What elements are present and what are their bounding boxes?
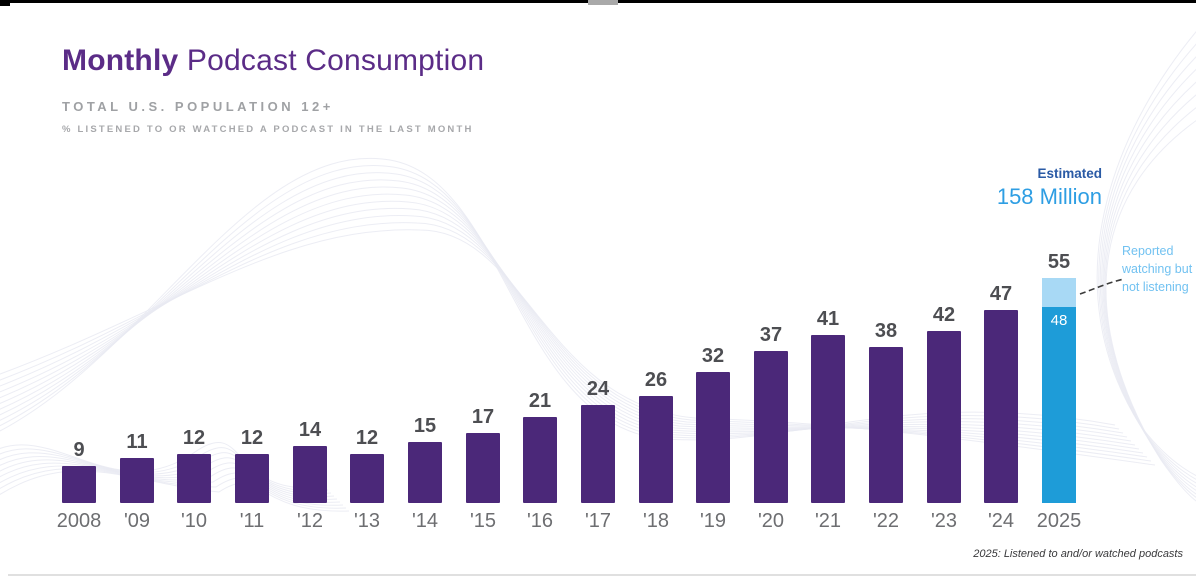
x-axis-label: '17 <box>584 510 612 532</box>
bar-value-label: 11 <box>126 431 148 453</box>
top-border-corner <box>0 0 10 6</box>
chart-header: Monthly Podcast Consumption TOTAL U.S. P… <box>62 44 484 135</box>
bar-12 <box>293 446 327 503</box>
x-axis-label: '23 <box>930 510 958 532</box>
bar-value-label: 42 <box>932 304 956 326</box>
x-axis-label: 2025 <box>1036 510 1082 532</box>
bar-23 <box>927 331 961 503</box>
x-axis-label: '12 <box>296 510 324 532</box>
estimated-label: Estimated <box>1037 166 1102 181</box>
x-axis-label: '09 <box>123 510 151 532</box>
x-axis-label: '22 <box>872 510 900 532</box>
bar-value-label: 32 <box>701 345 725 367</box>
watching-not-listening-note: Reported watching but not listening <box>1122 244 1193 295</box>
bar-21 <box>811 335 845 503</box>
x-axis-label: '18 <box>642 510 670 532</box>
bar-18 <box>639 396 673 503</box>
x-axis-label: '19 <box>699 510 727 532</box>
bar-09 <box>120 458 154 503</box>
page-title: Monthly Podcast Consumption <box>62 44 484 77</box>
x-axis-label: '16 <box>526 510 554 532</box>
x-axis-label: '14 <box>411 510 439 532</box>
bar-value-label: 55 <box>1047 251 1071 273</box>
bar-value-label: 38 <box>874 320 898 342</box>
bar-value-label: 24 <box>586 378 610 400</box>
x-axis-label: 2008 <box>56 510 102 532</box>
annotation-connector-line <box>1079 278 1125 295</box>
bar-2025-inner-value-label: 48 <box>1050 312 1068 329</box>
bar-2008 <box>62 466 96 503</box>
x-axis-label: '13 <box>353 510 381 532</box>
x-axis-label: '15 <box>469 510 497 532</box>
chart-footnote: 2025: Listened to and/or watched podcast… <box>973 548 1183 560</box>
bar-19 <box>696 372 730 503</box>
estimated-audience-annotation: Estimated 158 Million <box>997 166 1102 210</box>
bar-16 <box>523 417 557 503</box>
bar-value-label: 41 <box>816 308 840 330</box>
bar-20 <box>754 351 788 503</box>
bar-15 <box>466 433 500 503</box>
chart-subtitle: TOTAL U.S. POPULATION 12+ <box>62 99 334 114</box>
bar-value-label: 12 <box>182 427 206 449</box>
bar-value-label: 9 <box>73 439 85 461</box>
bar-2025-listened-segment: 48 <box>1042 307 1076 503</box>
page-title-rest: Podcast Consumption <box>178 44 485 77</box>
bar-value-label: 26 <box>644 369 668 391</box>
x-axis-label: '20 <box>757 510 785 532</box>
x-axis-label: '11 <box>239 510 265 532</box>
bar-value-label: 37 <box>759 324 783 346</box>
bar-14 <box>408 442 442 503</box>
chart-description: % LISTENED TO OR WATCHED A PODCAST IN TH… <box>62 124 474 135</box>
bar-value-label: 12 <box>240 427 264 449</box>
x-axis-label: '10 <box>180 510 208 532</box>
x-axis-label: '24 <box>987 510 1015 532</box>
bar-22 <box>869 347 903 503</box>
bar-10 <box>177 454 211 503</box>
bar-value-label: 12 <box>355 427 379 449</box>
bar-value-label: 17 <box>471 406 495 428</box>
bar-value-label: 21 <box>528 390 552 412</box>
bar-value-label: 15 <box>413 415 437 437</box>
bar-13 <box>350 454 384 503</box>
bar-value-label: 47 <box>989 283 1013 305</box>
bar-2025: 48 <box>1042 278 1076 503</box>
bar-24 <box>984 310 1018 503</box>
bottom-border-line <box>8 574 1196 576</box>
bar-11 <box>235 454 269 503</box>
x-axis-label: '21 <box>814 510 842 532</box>
estimated-value: 158 Million <box>996 184 1102 209</box>
bar-value-label: 14 <box>298 419 322 441</box>
page-title-bold: Monthly <box>62 44 179 77</box>
bar-17 <box>581 405 615 503</box>
top-border-notch <box>588 0 618 5</box>
bar-2025-watched-only-segment <box>1042 278 1076 307</box>
